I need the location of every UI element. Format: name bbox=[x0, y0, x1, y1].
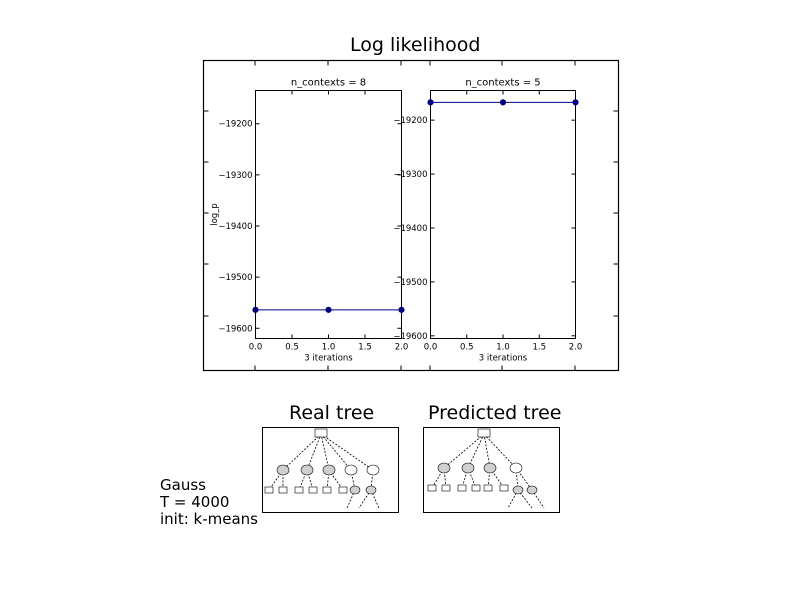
x-tick-label: 0.5 bbox=[285, 343, 299, 353]
subplot-2: n_contexts = 5 0.0 0.5 1.0 1.5 2.0 −19200 −1930… bbox=[393, 78, 582, 364]
x-axis-label: 3 iterations bbox=[479, 354, 528, 364]
x-axis-label: 3 iterations bbox=[304, 354, 353, 364]
x-tick-label: 1.0 bbox=[322, 343, 336, 353]
data-point bbox=[398, 306, 405, 313]
x-tick-label: 1.0 bbox=[496, 343, 510, 353]
predicted-tree-drawing bbox=[427, 428, 545, 509]
y-tick-label: −19400 bbox=[393, 224, 427, 234]
x-tick-label: 2.0 bbox=[569, 343, 583, 353]
plot-title: n_contexts = 8 bbox=[291, 78, 366, 89]
x-tick-label: 1.5 bbox=[358, 343, 372, 353]
info-T: T = 4000 bbox=[160, 493, 230, 511]
y-tick-label: −19400 bbox=[218, 222, 252, 232]
x-tick-label: 0.0 bbox=[249, 343, 263, 353]
plot-frame bbox=[430, 90, 576, 339]
run-info: Gauss T = 4000 init: k-means bbox=[160, 477, 258, 528]
x-tick-label: 1.5 bbox=[532, 343, 546, 353]
y-tick-label: −19300 bbox=[218, 171, 252, 181]
y-tick-label: −19500 bbox=[393, 278, 427, 288]
outer-frame bbox=[202, 59, 620, 372]
real-tree-image bbox=[262, 427, 399, 513]
info-distribution: Gauss bbox=[160, 476, 206, 494]
data-point bbox=[252, 306, 259, 313]
y-tick-label: −19300 bbox=[393, 170, 427, 180]
subplot-1: n_contexts = 8 0.0 0.5 1.0 1.5 2.0 −19200 −1930… bbox=[210, 78, 408, 364]
data-point bbox=[572, 99, 579, 106]
predicted-tree-title: Predicted tree bbox=[428, 402, 562, 424]
x-tick-label: 0.0 bbox=[424, 343, 438, 353]
y-tick-label: −19600 bbox=[218, 324, 252, 334]
plot-title: n_contexts = 5 bbox=[465, 78, 540, 89]
plot-frame bbox=[255, 90, 402, 339]
y-axis-label: log_p bbox=[210, 203, 220, 226]
data-point bbox=[499, 99, 507, 106]
info-init: init: k-means bbox=[160, 510, 258, 528]
real-tree-title: Real tree bbox=[289, 402, 375, 424]
data-point bbox=[325, 306, 332, 313]
outer-frame-ticks bbox=[203, 60, 619, 371]
y-tick-label: −19200 bbox=[393, 116, 427, 126]
predicted-tree-image bbox=[423, 427, 560, 513]
data-point bbox=[427, 99, 434, 106]
x-tick-label: 0.5 bbox=[460, 343, 474, 353]
figure-title: Log likelihood bbox=[350, 34, 481, 56]
y-tick-label: −19500 bbox=[218, 273, 252, 283]
x-tick-label: 2.0 bbox=[395, 343, 409, 353]
real-tree-drawing bbox=[264, 428, 380, 509]
y-tick-label: −19200 bbox=[218, 120, 252, 130]
y-tick-label: −19600 bbox=[393, 332, 427, 342]
